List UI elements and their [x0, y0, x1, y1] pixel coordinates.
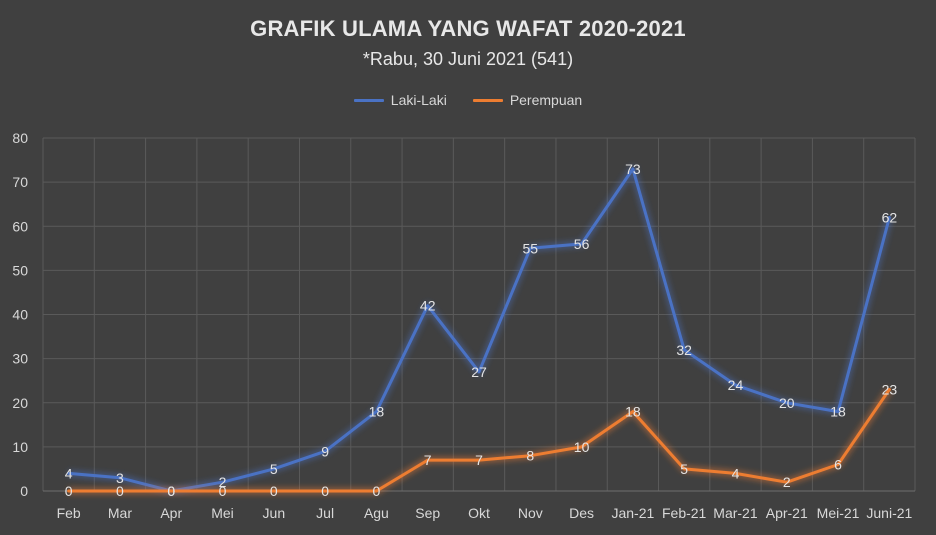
data-label-laki-laki: 32	[676, 342, 692, 358]
legend-swatch-laki-laki	[353, 98, 384, 102]
data-label-laki-laki: 20	[779, 395, 795, 411]
chart-title: GRAFIK ULAMA YANG WAFAT 2020-2021	[250, 16, 686, 41]
legend-label-perempuan: Perempuan	[509, 92, 583, 108]
data-label-perempuan: 18	[625, 404, 641, 420]
y-tick-label: 80	[12, 130, 28, 146]
x-tick-label: Mei-21	[817, 505, 860, 521]
legend-label-laki-laki: Laki-Laki	[390, 92, 447, 108]
y-tick-label: 30	[12, 351, 28, 367]
legend-item-perempuan: Perempuan	[472, 92, 583, 108]
data-label-laki-laki: 27	[471, 364, 487, 380]
x-tick-label: Des	[569, 505, 594, 521]
series-lines	[67, 165, 893, 495]
data-label-laki-laki: 62	[882, 209, 898, 225]
data-label-perempuan: 0	[373, 483, 381, 499]
y-tick-label: 10	[12, 439, 28, 455]
data-label-laki-laki: 9	[321, 443, 329, 459]
legend-swatch-perempuan	[472, 98, 503, 102]
x-tick-label: Agu	[364, 505, 389, 521]
data-label-perempuan: 0	[321, 483, 329, 499]
data-label-laki-laki: 55	[523, 240, 539, 256]
x-tick-label: Mar	[108, 505, 132, 521]
data-label-perempuan: 7	[424, 452, 432, 468]
data-label-laki-laki: 56	[574, 236, 590, 252]
data-label-laki-laki: 4	[65, 465, 73, 481]
x-tick-label: Feb-21	[662, 505, 707, 521]
data-label-perempuan: 2	[783, 474, 791, 490]
data-label-laki-laki: 2	[219, 474, 227, 490]
data-label-laki-laki: 42	[420, 298, 436, 314]
y-tick-label: 40	[12, 307, 28, 323]
x-tick-label: Apr	[160, 505, 182, 521]
x-tick-label: Mei	[211, 505, 234, 521]
data-label-laki-laki: 18	[369, 404, 385, 420]
data-label-perempuan: 7	[475, 452, 483, 468]
y-tick-label: 70	[12, 174, 28, 190]
y-tick-label: 0	[20, 483, 28, 499]
y-tick-label: 20	[12, 395, 28, 411]
series-glow-laki-laki	[68, 165, 893, 495]
data-label-laki-laki: 0	[167, 483, 175, 499]
data-label-laki-laki: 5	[270, 461, 278, 477]
data-label-perempuan: 6	[834, 457, 842, 473]
x-tick-label: Jun	[263, 505, 286, 521]
x-tick-label: Mar-21	[713, 505, 758, 521]
x-tick-label: Apr-21	[766, 505, 808, 521]
series-line-perempuan	[67, 388, 891, 493]
data-label-perempuan: 23	[882, 382, 898, 398]
data-label-perempuan: 4	[732, 465, 740, 481]
data-label-perempuan: 0	[116, 483, 124, 499]
y-tick-label: 50	[12, 262, 28, 278]
data-label-perempuan: 5	[680, 461, 688, 477]
x-tick-label: Feb	[57, 505, 81, 521]
x-tick-label: Sep	[415, 505, 440, 521]
x-tick-label: Jul	[316, 505, 334, 521]
data-label-perempuan: 0	[219, 483, 227, 499]
series-line-laki-laki	[67, 167, 891, 493]
x-tick-label: Jan-21	[611, 505, 654, 521]
data-label-laki-laki: 73	[625, 161, 641, 177]
x-tick-label: Juni-21	[866, 505, 912, 521]
data-label-laki-laki: 3	[116, 470, 124, 486]
data-label-perempuan: 8	[526, 448, 534, 464]
series-glow-perempuan	[68, 387, 893, 495]
grid-lines	[42, 137, 916, 491]
data-label-perempuan: 0	[270, 483, 278, 499]
x-tick-label: Okt	[468, 505, 490, 521]
chart-subtitle: *Rabu, 30 Juni 2021 (541)	[362, 49, 574, 69]
y-tick-label: 60	[12, 218, 28, 234]
data-label-perempuan: 10	[574, 439, 590, 455]
data-label-perempuan: 0	[65, 483, 73, 499]
x-tick-label: Nov	[518, 505, 543, 521]
legend-item-laki-laki: Laki-Laki	[353, 92, 447, 108]
data-label-laki-laki: 24	[728, 377, 744, 393]
chart-legend: Laki-Laki Perempuan	[0, 92, 936, 108]
data-label-perempuan: 0	[167, 483, 175, 499]
data-label-laki-laki: 18	[830, 404, 846, 420]
